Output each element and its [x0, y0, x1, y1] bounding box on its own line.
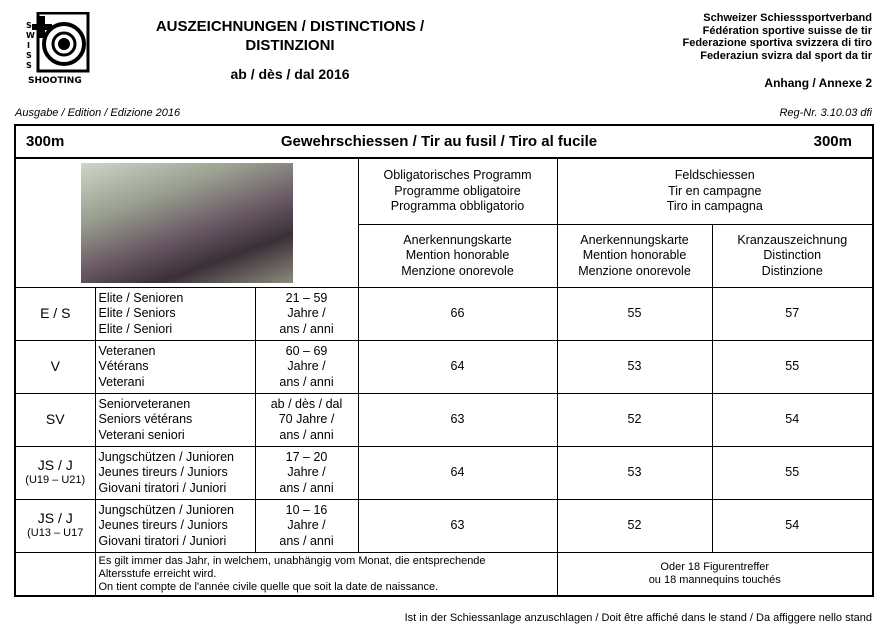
code: E / S: [40, 305, 71, 322]
category-code: JS / J (U19 – U21): [14, 446, 96, 500]
table-row: JS / J (U19 – U21) Jungschützen / Juniore…: [14, 446, 874, 500]
shooter-photo: [80, 163, 293, 283]
doc-title-line2: DISTINZIONI: [245, 37, 335, 54]
organization-names: Schweizer Schiesssportverband Fédération…: [682, 12, 872, 62]
org-it: Federazione sportiva svizzera di tiro: [682, 37, 872, 49]
table-row: JS / J (U13 – U17 Jungschützen / Junioren…: [14, 499, 874, 553]
age-group: (U19 – U21): [25, 474, 86, 486]
table-title: Gewehrschiessen / Tir au fusil / Tiro al…: [280, 132, 598, 150]
code: JS / J: [37, 509, 73, 526]
age-range: 60 – 69 Jahre / ans / anni: [254, 340, 359, 394]
doc-title-line1: AUSZEICHNUNGEN / DISTINCTIONS /: [155, 18, 425, 35]
category-name: Seniorveteranen Seniors vétérans Veteran…: [94, 393, 256, 447]
age-group: (U13 – U17: [27, 527, 84, 539]
distance-left: 300m: [26, 132, 65, 150]
age-range: 10 – 16 Jahre / ans / anni: [254, 499, 359, 553]
edition-label: Ausgabe / Edition / Edizione 2016: [15, 107, 181, 119]
field-kranz-points: 54: [711, 499, 874, 553]
age-range: ab / dès / dal 70 Jahre / ans / anni: [254, 393, 359, 447]
code: JS / J: [37, 456, 73, 473]
field-mention-points: 52: [556, 393, 713, 447]
table-row: E / S Elite / Senioren Elite / Seniors E…: [14, 287, 874, 341]
field-kranz-points: 57: [711, 287, 874, 341]
op-mention-points: 64: [357, 340, 558, 394]
category-name: Elite / Senioren Elite / Seniors Elite /…: [94, 287, 256, 341]
category-code: V: [14, 340, 96, 394]
table-title-row: 300m 300m Gewehrschiessen / Tir au fusil /…: [14, 124, 874, 159]
field-mention-points: 53: [556, 340, 713, 394]
age-range: 17 – 20 Jahre / ans / anni: [254, 446, 359, 500]
category-name: Jungschützen / Junioren Jeunes tireurs /…: [94, 499, 256, 553]
field-kranz-points: 55: [711, 340, 874, 394]
svg-text:S: S: [26, 61, 32, 70]
table-row: SV Seniorveteranen Seniors vétérans Vete…: [14, 393, 874, 447]
annex-label: Anhang / Annexe 2: [764, 76, 872, 90]
code: V: [50, 358, 60, 375]
swiss-shooting-logo: S W I S S SHOOTING: [26, 12, 90, 86]
distance-right: 300m: [813, 132, 852, 150]
category-code: SV: [14, 393, 96, 447]
field-kranz-header: Kranzauszeichnung Distinction Distinzion…: [711, 223, 874, 288]
category-name: Jungschützen / Junioren Jeunes tireurs /…: [94, 446, 256, 500]
category-name: Veteranen Vétérans Veterani: [94, 340, 256, 394]
field-mention-points: 55: [556, 287, 713, 341]
field-kranz-points: 54: [711, 393, 874, 447]
org-fr: Fédération sportive suisse de tir: [702, 24, 872, 37]
op-mention-points: 63: [357, 499, 558, 553]
svg-text:I: I: [27, 41, 30, 50]
category-code: JS / J (U13 – U17: [14, 499, 96, 553]
distinctions-table: 300m 300m Gewehrschiessen / Tir au fusil /…: [14, 124, 874, 597]
posting-note: Ist in der Schiessanlage anzuschlagen / …: [404, 612, 872, 624]
org-de: Schweizer Schiesssportverband: [703, 12, 872, 24]
org-rm: Federaziun svizra dal sport da tir: [700, 49, 872, 62]
op-mention-points: 63: [357, 393, 558, 447]
field-mention-header: Anerkennungskarte Mention honorable Menz…: [556, 223, 713, 288]
op-mention-points: 64: [357, 446, 558, 500]
obligatory-header: Obligatorisches Programm Programme oblig…: [357, 157, 558, 225]
svg-text:S: S: [26, 21, 32, 30]
op-mention-header: Anerkennungskarte Mention honorable Menz…: [357, 223, 558, 288]
field-kranz-points: 55: [711, 446, 874, 500]
op-mention-points: 66: [357, 287, 558, 341]
field-mention-points: 52: [556, 499, 713, 553]
table-row: V Veteranen Vétérans Veterani 60 – 69 Ja…: [14, 340, 874, 394]
category-code: E / S: [14, 287, 96, 341]
svg-text:S: S: [26, 51, 32, 60]
reg-number: Reg-Nr. 3.10.03 dfi: [779, 107, 872, 119]
age-range: 21 – 59 Jahre / ans / anni: [254, 287, 359, 341]
since-year: ab / dès / dal 2016: [230, 66, 350, 82]
svg-text:W: W: [26, 31, 35, 40]
figures-note: Oder 18 Figurentreffer ou 18 mannequins …: [556, 552, 874, 597]
svg-text:SHOOTING: SHOOTING: [28, 76, 82, 86]
code: SV: [45, 411, 65, 428]
field-mention-points: 53: [556, 446, 713, 500]
field-header: Feldschiessen Tir en campagne Tiro in ca…: [556, 157, 874, 225]
age-note: Es gilt immer das Jahr, in welchem, unab…: [94, 552, 558, 597]
